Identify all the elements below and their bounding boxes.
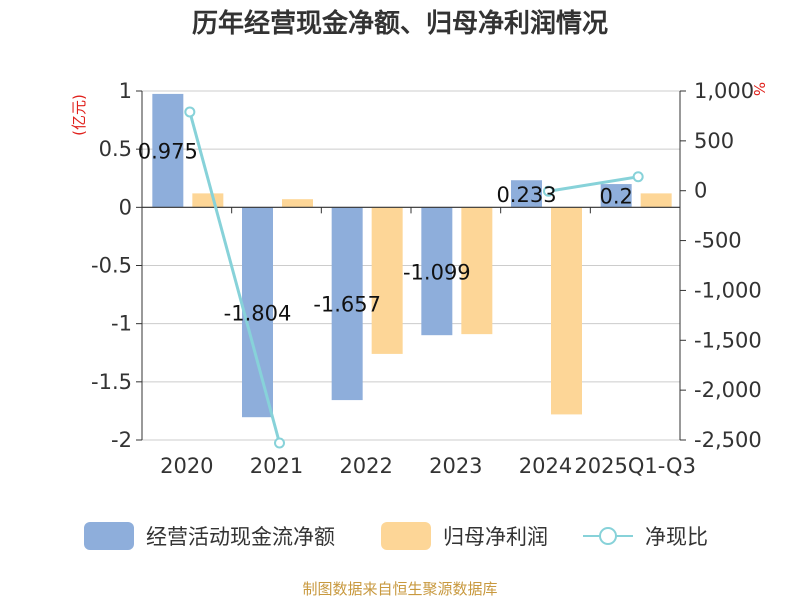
- left-tick-label: -2: [111, 428, 132, 452]
- legend: 经营活动现金流净额 归母净利润 净现比: [84, 522, 708, 550]
- left-tick-label: -1.5: [91, 370, 132, 394]
- ratio-point: [184, 106, 196, 118]
- left-tick-label: -1: [111, 312, 132, 336]
- x-tick-label: 2020: [160, 454, 213, 478]
- legend-swatch: [84, 522, 134, 550]
- ratio-point: [274, 437, 285, 449]
- cashflow-data-label: 0.975: [138, 140, 198, 164]
- ratio-point: [543, 185, 554, 197]
- cashflow-data-label: 0.233: [496, 183, 556, 207]
- right-axis-unit: %: [750, 82, 768, 96]
- cashflow-data-label: -1.657: [313, 293, 381, 317]
- right-tick-label: 0: [694, 179, 707, 203]
- ratio-line-segment: [548, 175, 639, 193]
- axes: [136, 90, 686, 441]
- right-tick-label: -1,500: [694, 328, 762, 352]
- x-tick-label: 2025Q1-Q3: [574, 454, 696, 478]
- cashflow-data-label: -1.804: [224, 301, 292, 325]
- right-tick-label: -500: [694, 229, 742, 253]
- cashflow-bar: [152, 93, 184, 208]
- profit-bar: [461, 207, 493, 335]
- legend-label: 经营活动现金流净额: [146, 525, 335, 549]
- right-tick-label: 500: [694, 129, 734, 153]
- left-axis-unit: (亿元): [70, 94, 88, 136]
- x-tick-label: 2021: [250, 454, 303, 478]
- right-tick-label: -2,000: [694, 378, 762, 402]
- profit-bar: [371, 207, 403, 354]
- cashflow-data-label: -1.099: [403, 260, 471, 284]
- cashflow-bar: [421, 207, 453, 336]
- profit-bar: [551, 207, 582, 415]
- cashflow-data-label: 0.2: [599, 185, 632, 209]
- cashflow-bar: [511, 180, 542, 208]
- legend-marker: [599, 527, 617, 545]
- cashflow-bar: [242, 207, 273, 418]
- ratio-point: [632, 171, 644, 183]
- right-tick-label: -2,500: [694, 428, 762, 452]
- tick-labels: 1 0.5 0 -0.5 -1 -1.5 -2 1,000 500 0 -500 -1,000 -1,5…: [91, 79, 762, 478]
- chart-title: 历年经营现金净额、归母净利润情况: [192, 8, 608, 39]
- left-tick-label: 1: [119, 79, 132, 103]
- left-tick-label: -0.5: [91, 254, 132, 278]
- legend-label: 归母净利润: [443, 525, 548, 549]
- profit-bar: [282, 199, 313, 208]
- source-note: 制图数据来自恒生聚源数据库: [302, 580, 497, 598]
- right-tick-label: 1,000: [694, 79, 754, 103]
- left-tick-label: 0.5: [99, 137, 132, 161]
- bars: [152, 93, 672, 418]
- cashflow-bar: [331, 207, 363, 401]
- profit-bar: [192, 193, 224, 208]
- right-tick-label: -1,000: [694, 278, 762, 302]
- ratio-line: [184, 106, 644, 449]
- data-labels: 0.975 -1.804 -1.657 -1.099 0.233 0.2: [138, 140, 633, 326]
- legend-swatch: [381, 522, 431, 550]
- cashflow-bar: [600, 184, 632, 208]
- x-tick-label: 2023: [429, 454, 482, 478]
- profit-bar: [640, 193, 672, 208]
- left-tick-label: 0: [119, 195, 132, 219]
- x-tick-label: 2024: [519, 454, 572, 478]
- x-tick-label: 2022: [339, 454, 392, 478]
- legend-label: 净现比: [645, 525, 708, 549]
- ratio-line-segment: [188, 111, 281, 444]
